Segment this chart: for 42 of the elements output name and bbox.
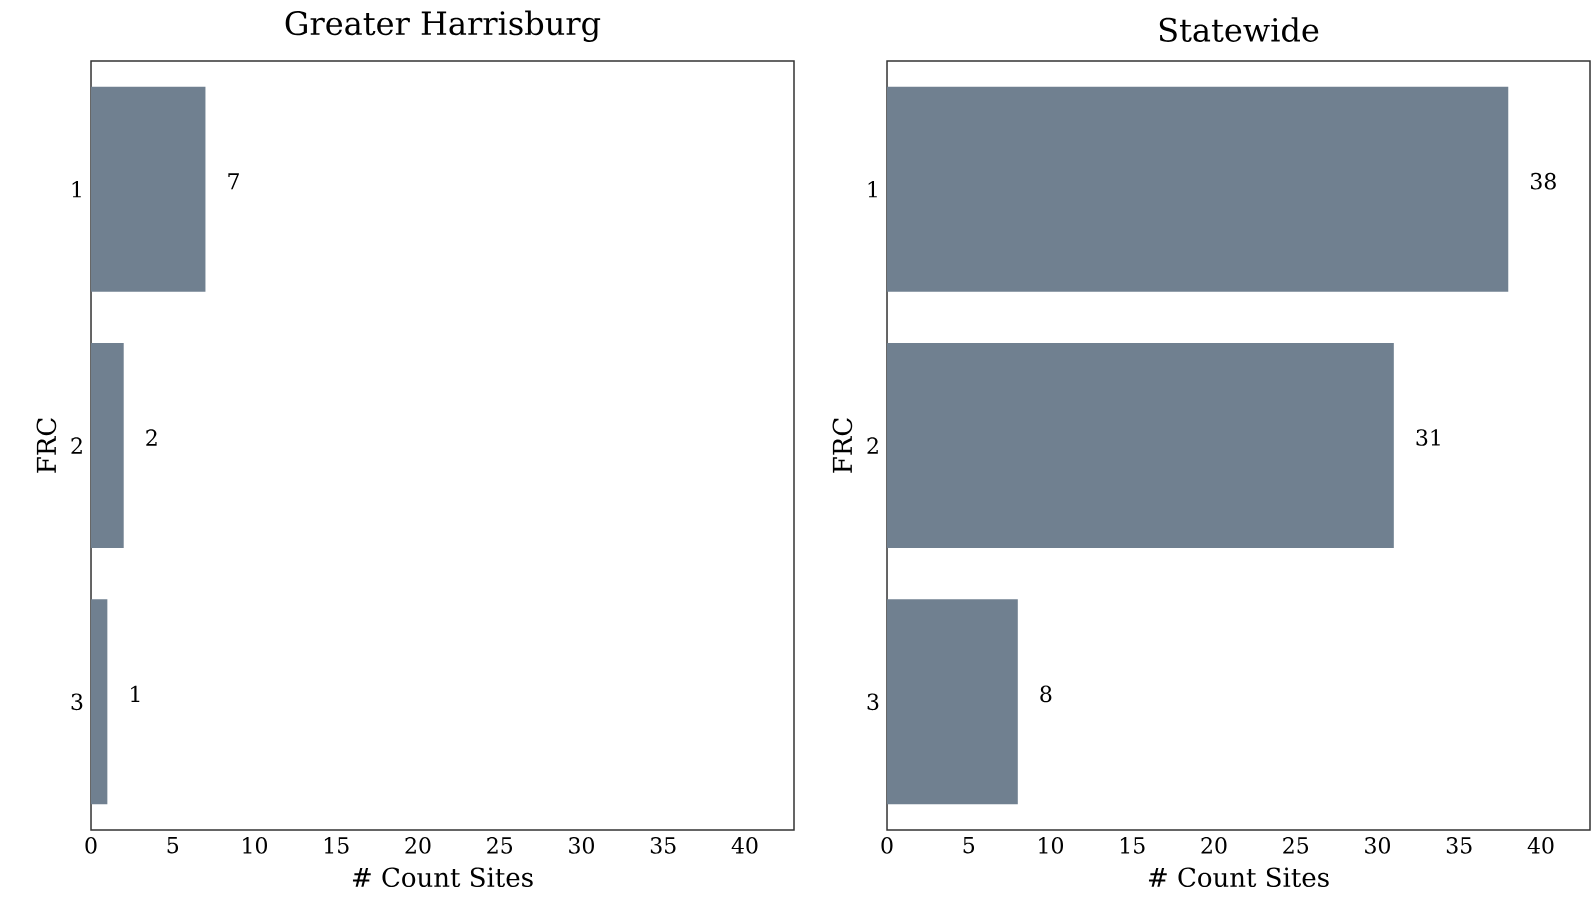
x-tick-label: 15 — [1120, 837, 1145, 854]
x-tick-label: 20 — [1201, 837, 1227, 854]
bar — [91, 342, 124, 549]
x-tick-label: 30 — [1365, 837, 1390, 854]
x-tick-label: 5 — [167, 837, 179, 854]
x-tick-label: 25 — [487, 837, 513, 854]
bar — [91, 86, 206, 292]
x-tick-label: 0 — [881, 837, 893, 854]
y-axis-title: FRC — [36, 418, 57, 473]
y-tick-label: 2 — [71, 437, 82, 454]
chart-title: Statewide — [1159, 17, 1319, 42]
x-tick-label: 35 — [650, 837, 676, 854]
data-label: 8 — [1040, 685, 1052, 703]
y-axis-title: FRC — [832, 418, 853, 473]
bar — [91, 599, 108, 805]
x-tick-label: 10 — [243, 837, 268, 854]
bar — [887, 599, 1018, 805]
data-label: 1 — [131, 685, 140, 702]
x-tick-label: 40 — [1527, 837, 1554, 854]
x-tick-label: 35 — [1446, 837, 1472, 854]
y-tick-label: 3 — [71, 693, 83, 711]
x-tick-label: 15 — [324, 837, 349, 854]
data-label: 38 — [1530, 172, 1556, 190]
chart-title: Greater Harrisburg — [285, 10, 601, 42]
bar — [887, 86, 1509, 292]
data-label: 31 — [1416, 429, 1440, 446]
x-tick-label: 25 — [1283, 837, 1309, 854]
x-tick-label: 10 — [1039, 837, 1064, 854]
data-label: 7 — [228, 173, 239, 190]
x-axis-title: # Count Sites — [352, 867, 533, 888]
y-tick-label: 1 — [72, 181, 81, 198]
data-label: 2 — [146, 429, 157, 446]
y-tick-label: 3 — [867, 693, 879, 711]
y-tick-label: 2 — [867, 437, 878, 454]
x-tick-label: 30 — [569, 837, 594, 854]
x-tick-label: 20 — [405, 837, 431, 854]
x-tick-label: 0 — [85, 837, 97, 854]
x-tick-label: 40 — [731, 837, 758, 854]
y-tick-label: 1 — [868, 181, 877, 198]
x-tick-label: 5 — [963, 837, 975, 854]
bar — [887, 342, 1394, 549]
x-axis-title: # Count Sites — [1148, 867, 1329, 888]
